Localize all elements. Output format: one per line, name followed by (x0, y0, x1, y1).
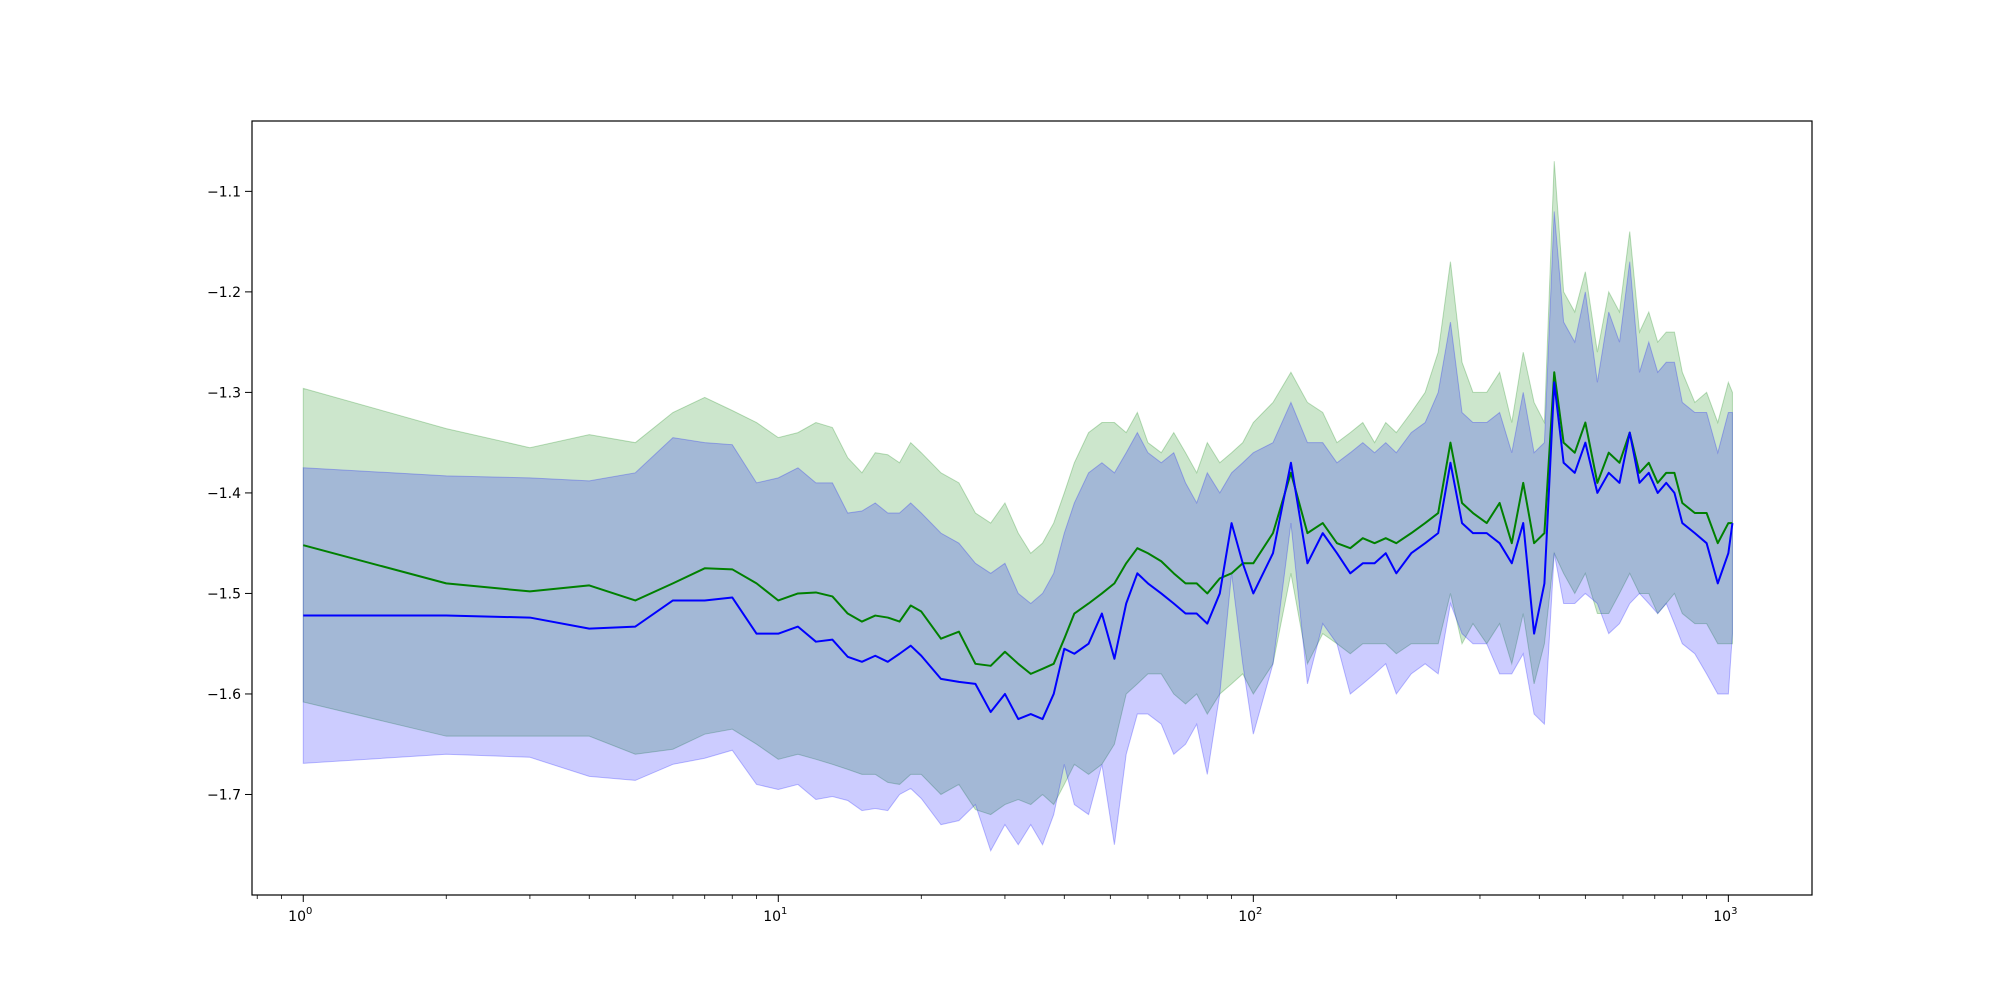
x-tick-label: 101 (763, 906, 787, 925)
y-tick-label: −1.4 (207, 486, 241, 502)
x-tick-label: 102 (1238, 906, 1262, 925)
series-1-band (302, 161, 1733, 816)
y-tick-label: −1.1 (207, 184, 241, 200)
series-2-line (303, 381, 1734, 721)
series-1-line (303, 371, 1733, 675)
axes-frame (251, 120, 1813, 896)
y-tick-label: −1.7 (207, 787, 241, 803)
y-tick-label: −1.3 (207, 385, 241, 401)
y-tick-label: −1.6 (207, 687, 241, 703)
y-axis: −1.1 −1.2 −1.3 −1.4 −1.5 −1.6 −1.7 (207, 184, 252, 803)
y-tick-label: −1.2 (207, 285, 241, 301)
plot-area: 100 101 102 103 −1.1−1.2−1.3−1.4−1.5−1.6−1.… (207, 120, 1813, 925)
x-axis: 100 101 102 103 (256, 895, 1737, 925)
series-2-band (302, 211, 1733, 853)
y-tick-label: −1.5 (207, 586, 241, 602)
series-lines (303, 371, 1734, 721)
confidence-bands (302, 161, 1733, 853)
x-tick-label: 100 (288, 906, 312, 925)
x-tick-label: 103 (1713, 906, 1737, 925)
